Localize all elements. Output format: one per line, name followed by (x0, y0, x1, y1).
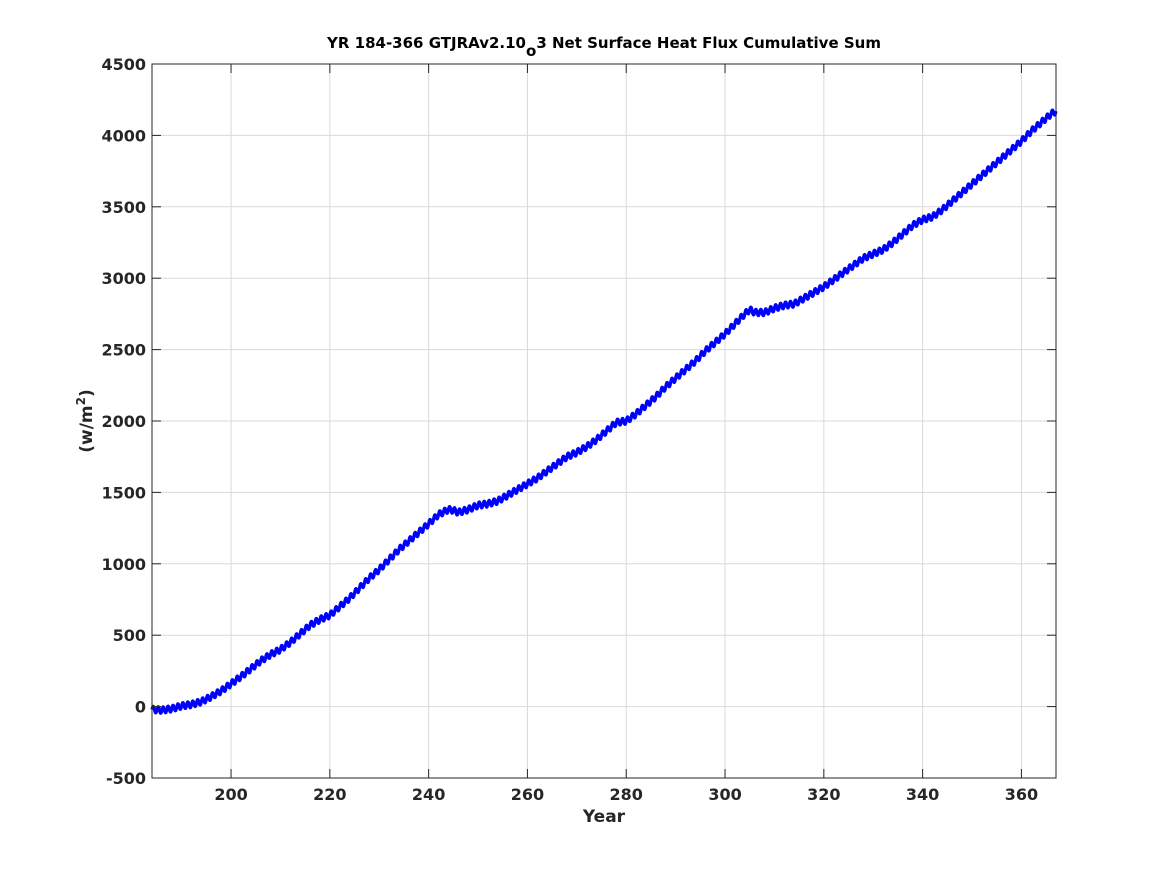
y-axis-label-superscript: 2 (74, 397, 88, 405)
y-tick-label: 4000 (101, 126, 146, 145)
x-tick-label: 240 (412, 785, 445, 804)
y-axis-label-close: ) (77, 389, 97, 397)
grid-lines (152, 64, 1056, 778)
y-tick-label: 500 (113, 626, 146, 645)
y-tick-label: 2000 (101, 412, 146, 431)
y-tick-label: 4500 (101, 55, 146, 74)
y-axis-label: (w/m2) (74, 389, 97, 453)
x-tick-label: 340 (906, 785, 939, 804)
chart-title-rest: 3 Net Surface Heat Flux Cumulative Sum (536, 34, 881, 52)
x-tick-labels: 200 220 240 260 280 300 320 340 360 (214, 785, 1038, 804)
y-tick-labels: -500 0 500 1000 1500 2000 2500 3000 3500 4000 4500 (101, 55, 146, 788)
chart-title-subscript: o (526, 42, 536, 60)
x-tick-label: 280 (610, 785, 643, 804)
y-tick-label: 1500 (101, 483, 146, 502)
tick-marks (152, 63, 1056, 779)
x-tick-label: 360 (1005, 785, 1038, 804)
x-tick-label: 220 (313, 785, 346, 804)
series-layer (150, 108, 1058, 715)
y-tick-label: 3000 (101, 269, 146, 288)
x-tick-label: 320 (807, 785, 840, 804)
x-axis-label: Year (582, 807, 626, 827)
y-axis-label-base: (w/m (77, 405, 97, 452)
y-tick-label: 1000 (101, 555, 146, 574)
y-tick-label: -500 (106, 769, 146, 788)
x-tick-label: 260 (511, 785, 544, 804)
x-tick-label: 200 (214, 785, 247, 804)
y-tick-label: 3500 (101, 198, 146, 217)
x-tick-label: 300 (708, 785, 741, 804)
y-tick-label: 0 (135, 698, 146, 717)
chart-title-main: YR 184-366 GTJRAv2.10 (326, 34, 526, 52)
y-tick-label: 2500 (101, 341, 146, 360)
chart-title: YR 184-366 GTJRAv2.10o3 Net Surface Heat… (326, 34, 881, 60)
series-line (150, 108, 1058, 715)
